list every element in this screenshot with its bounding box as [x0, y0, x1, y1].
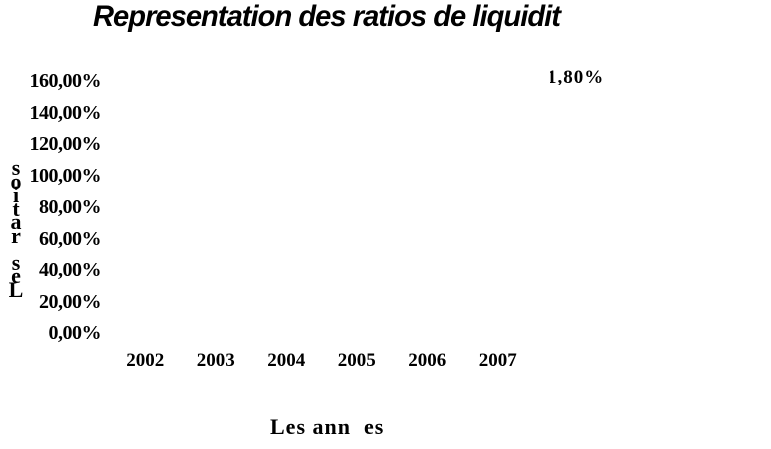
x-tick-label: 2003: [196, 350, 235, 371]
x-axis-title: Les ann es: [270, 414, 385, 439]
chart-title: Representation des ratios de liquidit: [93, 0, 561, 33]
x-tick-label: 2004: [267, 350, 306, 371]
y-tick-label: 100,00%: [29, 164, 102, 187]
y-tick-label: 20,00%: [39, 290, 102, 313]
x-tick-label: 2006: [408, 350, 447, 371]
x-tick-label: 2005: [337, 350, 376, 371]
y-tick-label: 80,00%: [39, 196, 102, 219]
y-tick-label: 40,00%: [39, 259, 102, 282]
data-label-clipped: 1,80%: [547, 69, 607, 85]
y-axis-title: s o i t a r s e L: [8, 155, 24, 302]
plot-area: [110, 65, 550, 345]
y-tick-label: 0,00%: [48, 322, 102, 345]
y-axis-tick-labels: 160,00% 140,00% 120,00% 100,00% 80,00% 60,00%…: [18, 66, 102, 350]
x-axis-tick-labels: 2002 2003 2004 2005 2006 2007: [110, 350, 533, 372]
data-label-text: 1,80%: [547, 69, 605, 85]
y-tick-label: 140,00%: [29, 101, 102, 124]
y-tick-label: 160,00%: [29, 70, 102, 93]
y-tick-label: 120,00%: [29, 133, 102, 156]
x-tick-label: 2007: [478, 350, 517, 371]
y-tick-label: 60,00%: [39, 227, 102, 250]
x-tick-label: 2002: [126, 350, 165, 371]
